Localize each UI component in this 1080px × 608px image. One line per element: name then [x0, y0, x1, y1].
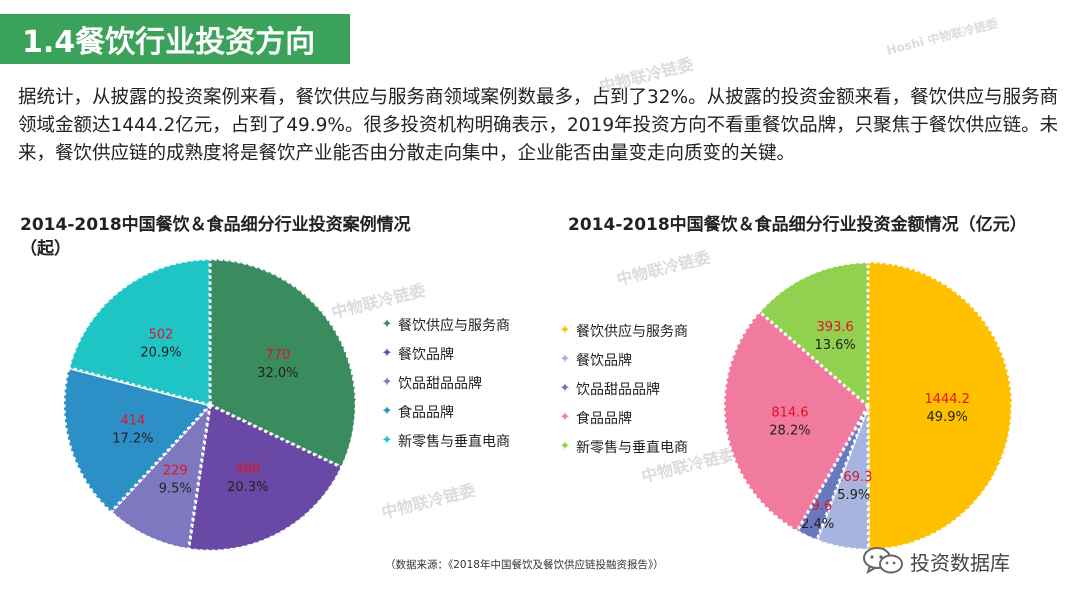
chart-title-left-line1: 2014-2018中国餐饮＆食品细分行业投资案例情况 [20, 215, 411, 235]
legend-marker-icon: ✦ [381, 433, 393, 448]
slice-percent-label: 17.2% [112, 431, 153, 446]
legend-item: ✦ 食品品牌 [558, 403, 688, 432]
legend-item: ✦ 餐饮品牌 [558, 345, 688, 374]
slice-percent-label: 20.3% [227, 480, 268, 495]
watermark: Hoshi 中物联冷链委 [885, 16, 1000, 58]
slice-value-label: 770 [265, 348, 290, 363]
legend-item: ✦ 饮品甜品品牌 [558, 374, 688, 403]
legend-marker-icon: ✦ [559, 352, 571, 367]
slice-value-label: 393.6 [817, 320, 854, 335]
pie-slice-2 [186, 402, 344, 553]
legend-label: 饮品甜品品牌 [576, 381, 660, 398]
slice-value-label: 169.3 [835, 470, 872, 485]
legend-label: 食品品牌 [398, 404, 454, 421]
slice-value-label: 229 [163, 463, 188, 478]
pie-slice-5 [757, 260, 870, 410]
pie-slice-1 [208, 257, 358, 470]
legend-label: 新零售与垂直电商 [398, 433, 510, 450]
legend-marker-icon: ✦ [559, 439, 571, 454]
chart-title-right: 2014-2018中国餐饮＆食品细分行业投资金额情况（亿元） [568, 213, 1078, 237]
legend-item: ✦ 新零售与垂直电商 [558, 432, 688, 461]
watermark: 中物联冷链委 [379, 480, 478, 523]
legend-item: ✦ 餐饮供应与服务商 [558, 316, 688, 345]
pie-slice-4 [62, 365, 213, 515]
brand-badge: 投资数据库 [862, 546, 1010, 576]
legend-marker-icon: ✦ [559, 323, 571, 338]
legend-item: ✦ 饮品甜品品牌 [380, 368, 510, 397]
page-title: 1.4餐饮行业投资方向 [0, 14, 350, 64]
legend-marker-icon: ✦ [559, 410, 571, 425]
legend-marker-icon: ✦ [559, 381, 571, 396]
legend-item: ✦ 餐饮品牌 [380, 339, 510, 368]
slice-percent-label: 5.9% [837, 488, 870, 503]
wechat-icon [863, 547, 903, 575]
pie-chart-cases: 770 32.0% 488 20.3% 229 9.5% 414 17.2% 502 20.9% [62, 257, 358, 553]
brand-name: 投资数据库 [910, 550, 1010, 575]
legend-cases: ✦ 餐饮供应与服务商 ✦ 餐饮品牌 ✦ 饮品甜品品牌 ✦ 食品品牌 ✦ 新零售与垂直电商 [380, 310, 510, 455]
legend-label: 新零售与垂直电商 [576, 439, 688, 456]
intro-paragraph: 据统计，从披露的投资案例来看，餐饮供应与服务商领域案例数最多，占到了32%。从披… [18, 87, 1059, 164]
legend-marker-icon: ✦ [381, 404, 393, 419]
legend-label: 餐饮品牌 [398, 346, 454, 363]
slice-value-label: 502 [149, 327, 174, 342]
pie-slice-3 [108, 400, 213, 552]
legend-label: 餐饮品牌 [576, 352, 632, 369]
slice-percent-label: 49.9% [927, 410, 968, 425]
chart-title-left: 2014-2018中国餐饮＆食品细分行业投资案例情况 （起） [20, 213, 490, 261]
pie-chart-amount: 1444.249.9%169.35.9%69.62.4%814.628.2%39… [722, 260, 1014, 552]
data-source: （数据来源：《2018年中国餐饮及餐饮供应链投融资报告》） [385, 559, 664, 571]
legend-label: 食品品牌 [576, 410, 632, 427]
chart-title-left-line2: （起） [20, 239, 71, 259]
slice-value-label: 814.6 [771, 405, 808, 420]
legend-marker-icon: ✦ [381, 317, 393, 332]
legend-label: 餐饮供应与服务商 [576, 323, 688, 340]
legend-item: ✦ 食品品牌 [380, 397, 510, 426]
legend-amount: ✦ 餐饮供应与服务商 ✦ 餐饮品牌 ✦ 饮品甜品品牌 ✦ 食品品牌 ✦ 新零售与垂直电商 [558, 316, 688, 461]
legend-item: ✦ 餐饮供应与服务商 [380, 310, 510, 339]
slice-percent-label: 2.4% [801, 517, 834, 532]
slice-value-label: 1444.2 [924, 392, 970, 407]
slice-percent-label: 9.5% [159, 481, 192, 496]
chart-title-right-line1: 2014-2018中国餐饮＆食品细分行业投资金额情况（亿元） [568, 215, 1027, 235]
watermark: 中物联冷链委 [614, 247, 713, 290]
legend-marker-icon: ✦ [381, 346, 393, 361]
slice-percent-label: 28.2% [769, 423, 810, 438]
slice-value-label: 414 [120, 413, 145, 428]
legend-label: 餐饮供应与服务商 [398, 317, 510, 334]
legend-marker-icon: ✦ [381, 375, 393, 390]
slice-percent-label: 13.6% [814, 338, 855, 353]
legend-label: 饮品甜品品牌 [398, 375, 482, 392]
slice-percent-label: 20.9% [140, 345, 181, 360]
legend-item: ✦ 新零售与垂直电商 [380, 426, 510, 455]
slice-value-label: 488 [235, 462, 260, 477]
slice-percent-label: 32.0% [257, 366, 298, 381]
